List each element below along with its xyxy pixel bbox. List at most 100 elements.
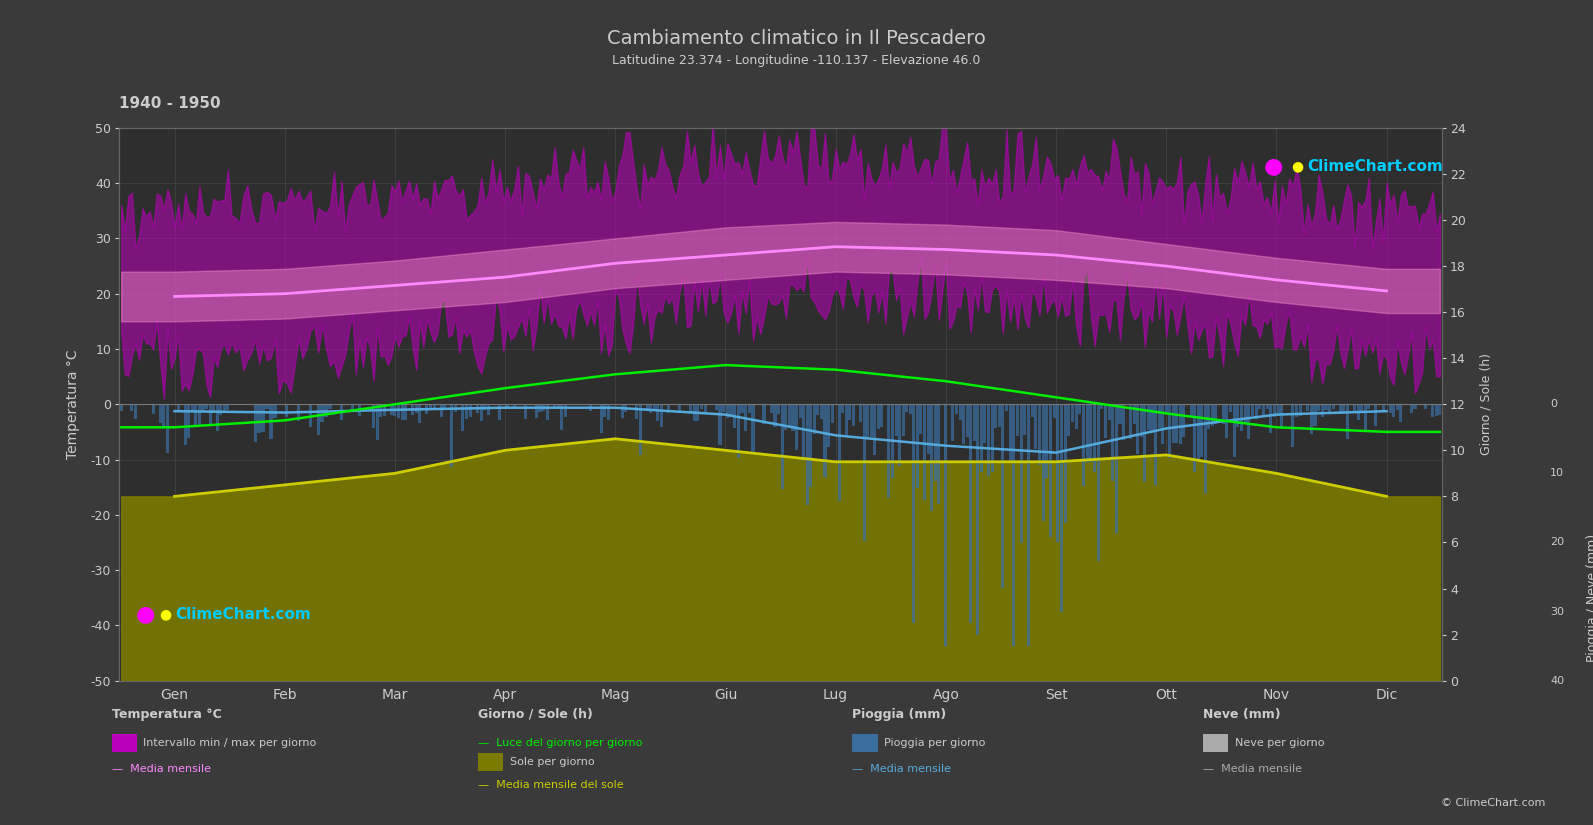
Text: 20: 20 <box>1550 537 1564 548</box>
Bar <box>1233 404 1236 457</box>
Bar <box>1133 404 1136 424</box>
Bar <box>607 404 610 420</box>
Bar <box>1211 404 1214 427</box>
Bar <box>973 404 977 441</box>
Bar <box>1438 404 1442 415</box>
Bar <box>1002 404 1004 587</box>
Bar <box>1141 404 1142 437</box>
Bar <box>1357 404 1360 420</box>
Bar <box>1005 404 1008 411</box>
Bar <box>1413 404 1416 409</box>
Bar <box>895 404 897 436</box>
Bar <box>1012 404 1015 646</box>
Bar <box>792 404 795 431</box>
Bar <box>890 404 894 478</box>
Bar <box>201 404 204 412</box>
Bar <box>820 404 824 418</box>
Bar <box>1042 404 1045 521</box>
Bar <box>1153 404 1157 485</box>
Bar <box>1147 404 1150 430</box>
Bar <box>1078 404 1082 414</box>
Bar <box>812 404 816 435</box>
Bar <box>440 404 443 417</box>
Bar <box>830 404 833 423</box>
Bar <box>1239 404 1243 431</box>
Bar <box>1096 404 1099 561</box>
Bar <box>696 404 699 421</box>
Bar <box>505 404 508 409</box>
Text: —  Media mensile: — Media mensile <box>852 764 951 774</box>
Bar <box>699 404 703 409</box>
Bar <box>266 404 269 409</box>
Text: —  Luce del giorno per giorno: — Luce del giorno per giorno <box>478 738 642 748</box>
Bar <box>784 404 787 430</box>
Bar <box>599 404 602 433</box>
Bar <box>774 404 777 427</box>
Bar <box>1161 404 1164 444</box>
Bar <box>1164 404 1168 414</box>
Bar <box>715 404 718 410</box>
Bar <box>1343 404 1346 412</box>
Text: Sole per giorno: Sole per giorno <box>510 757 594 767</box>
Bar <box>1150 404 1153 433</box>
Bar <box>397 404 400 418</box>
Bar <box>838 404 841 501</box>
Bar <box>816 404 819 415</box>
Bar <box>930 404 933 512</box>
Bar <box>781 404 784 489</box>
Bar <box>1059 404 1063 612</box>
Bar <box>1144 404 1147 482</box>
Bar <box>763 404 766 424</box>
Bar <box>704 404 707 414</box>
Bar <box>841 404 844 412</box>
Bar <box>194 404 198 425</box>
Bar <box>223 404 226 412</box>
Bar <box>937 404 940 504</box>
Bar <box>1090 404 1093 461</box>
Bar <box>1107 404 1110 420</box>
Text: Pioggia / Neve (mm): Pioggia / Neve (mm) <box>1587 534 1593 662</box>
Bar <box>722 404 725 412</box>
Bar <box>1292 404 1295 447</box>
Bar <box>1214 404 1217 423</box>
Bar <box>1329 404 1332 412</box>
Bar <box>476 404 479 413</box>
Bar <box>645 404 648 410</box>
Bar <box>991 404 994 472</box>
Bar <box>538 404 542 412</box>
Bar <box>913 404 916 623</box>
Bar <box>870 404 873 437</box>
Bar <box>965 404 969 437</box>
Text: Neve (mm): Neve (mm) <box>1203 708 1281 721</box>
Bar <box>919 404 922 434</box>
Bar <box>1222 404 1225 423</box>
Bar <box>1176 404 1179 443</box>
Bar <box>400 404 403 420</box>
Bar <box>1266 404 1268 408</box>
Bar <box>827 404 830 447</box>
Bar <box>296 404 299 421</box>
Bar <box>451 404 454 467</box>
Bar <box>667 404 671 412</box>
Bar <box>744 404 747 431</box>
Bar <box>730 404 733 417</box>
Bar <box>405 404 408 420</box>
Bar <box>881 404 884 427</box>
Text: 40: 40 <box>1550 676 1564 686</box>
Bar <box>134 404 137 419</box>
Bar <box>1118 404 1121 424</box>
Bar <box>1270 404 1273 432</box>
Bar <box>1309 404 1313 434</box>
Bar <box>977 404 980 635</box>
Bar <box>328 404 331 409</box>
Bar <box>1367 404 1370 409</box>
Bar <box>1410 404 1413 412</box>
Y-axis label: Temperatura °C: Temperatura °C <box>65 350 80 459</box>
Bar <box>1200 404 1203 457</box>
Bar <box>309 404 312 427</box>
Bar <box>535 404 538 418</box>
Bar <box>1244 404 1247 424</box>
Bar <box>166 404 169 453</box>
Bar <box>1251 404 1254 417</box>
Bar <box>151 404 155 414</box>
